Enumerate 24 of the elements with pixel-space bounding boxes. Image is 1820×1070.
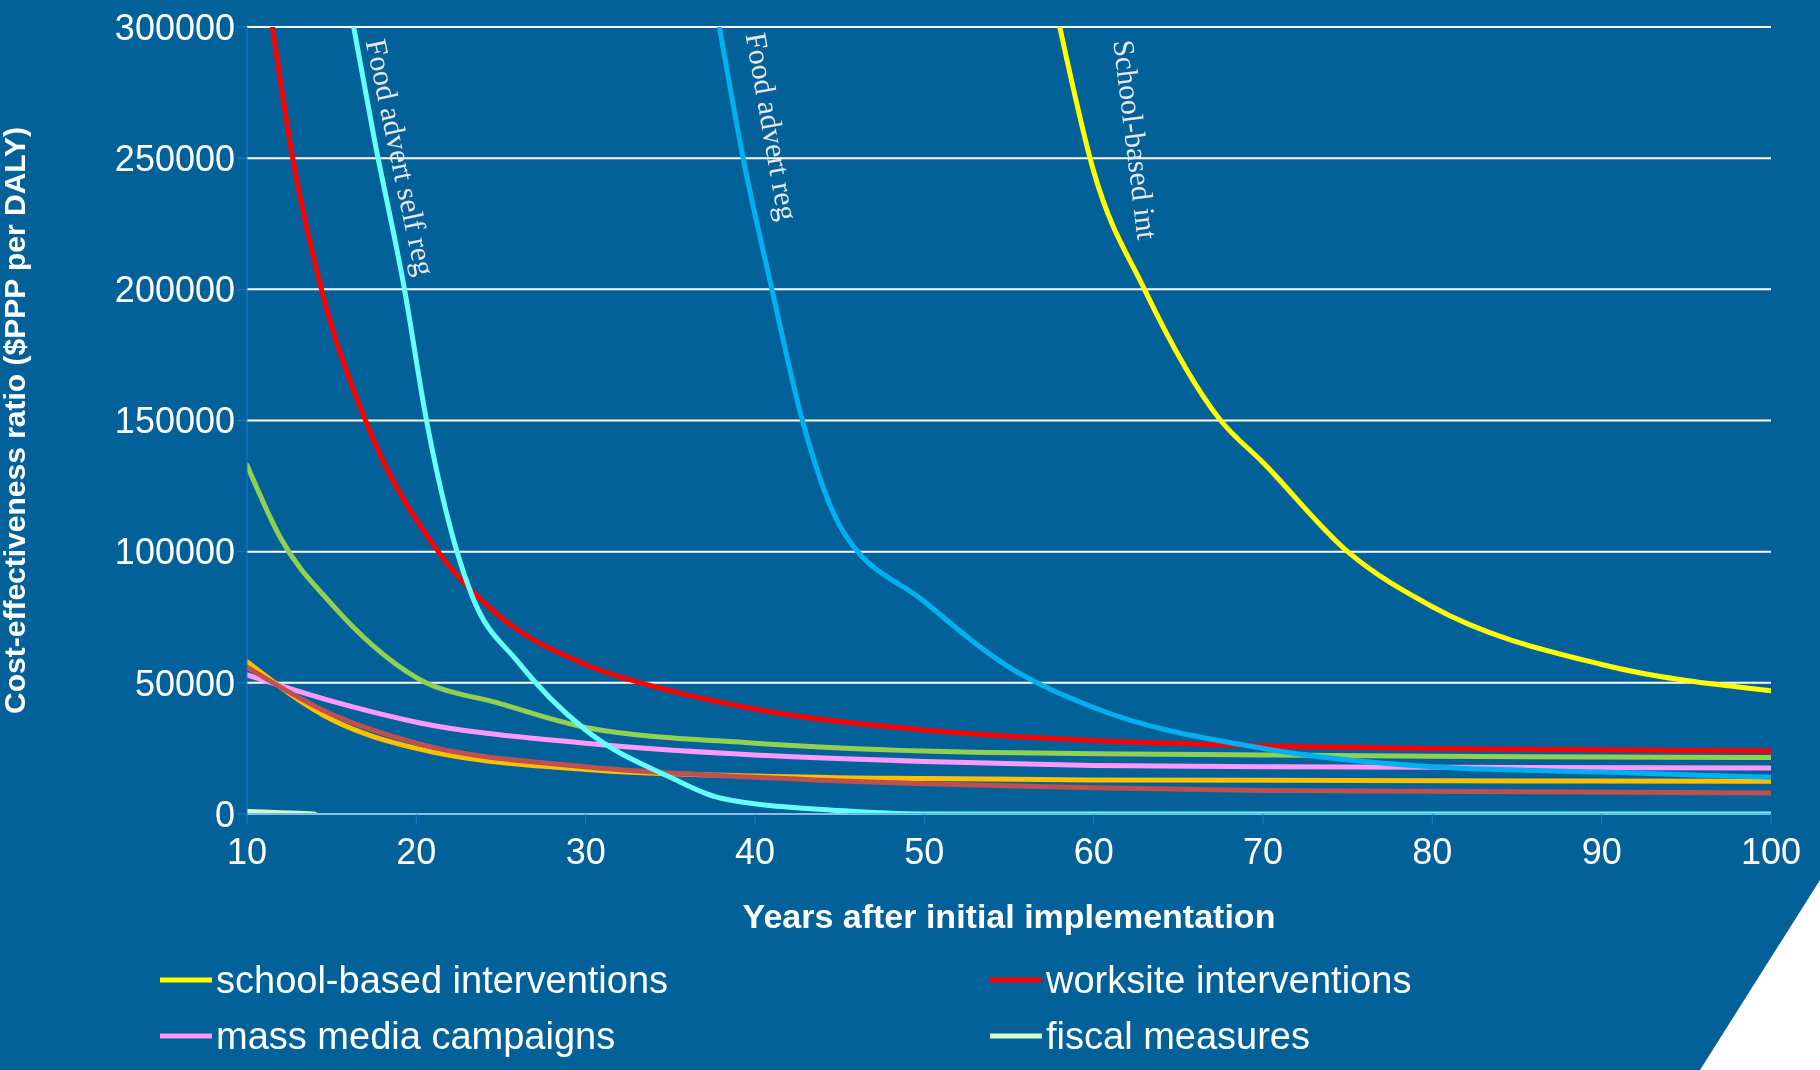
x-axis-title: Years after initial implementation xyxy=(742,897,1276,935)
annotation: School-based int xyxy=(1106,38,1165,242)
x-tick-label: 80 xyxy=(1412,830,1453,872)
x-tick-label: 30 xyxy=(565,830,606,872)
x-tick-label: 40 xyxy=(734,830,776,872)
y-tick-label: 50000 xyxy=(134,662,235,704)
x-tick-label: 50 xyxy=(904,830,945,872)
y-tick-label: 150000 xyxy=(114,400,235,442)
legend-label: school-based interventions xyxy=(216,958,669,1003)
x-tick-label: 90 xyxy=(1581,830,1622,872)
y-tick-label: 250000 xyxy=(114,137,235,179)
y-axis-title: Cost-effectiveness ratio ($PPP per DALY) xyxy=(0,127,31,714)
x-tick-label: 70 xyxy=(1242,830,1284,872)
legend-label: worksite interventions xyxy=(1046,958,1412,1003)
legend-label: mass media campaigns xyxy=(216,1014,616,1059)
y-tick-label: 300000 xyxy=(114,6,235,48)
annotation: Food advert reg xyxy=(738,30,805,223)
annotation: Food advert self reg xyxy=(358,36,443,279)
x-tick-label: 60 xyxy=(1073,830,1114,872)
x-tick-label: 100 xyxy=(1740,830,1802,872)
y-tick-label: 100000 xyxy=(114,531,235,573)
legend-label: fiscal measures xyxy=(1046,1014,1310,1059)
y-tick-label: 200000 xyxy=(114,269,235,311)
x-tick-label: 20 xyxy=(396,830,437,872)
